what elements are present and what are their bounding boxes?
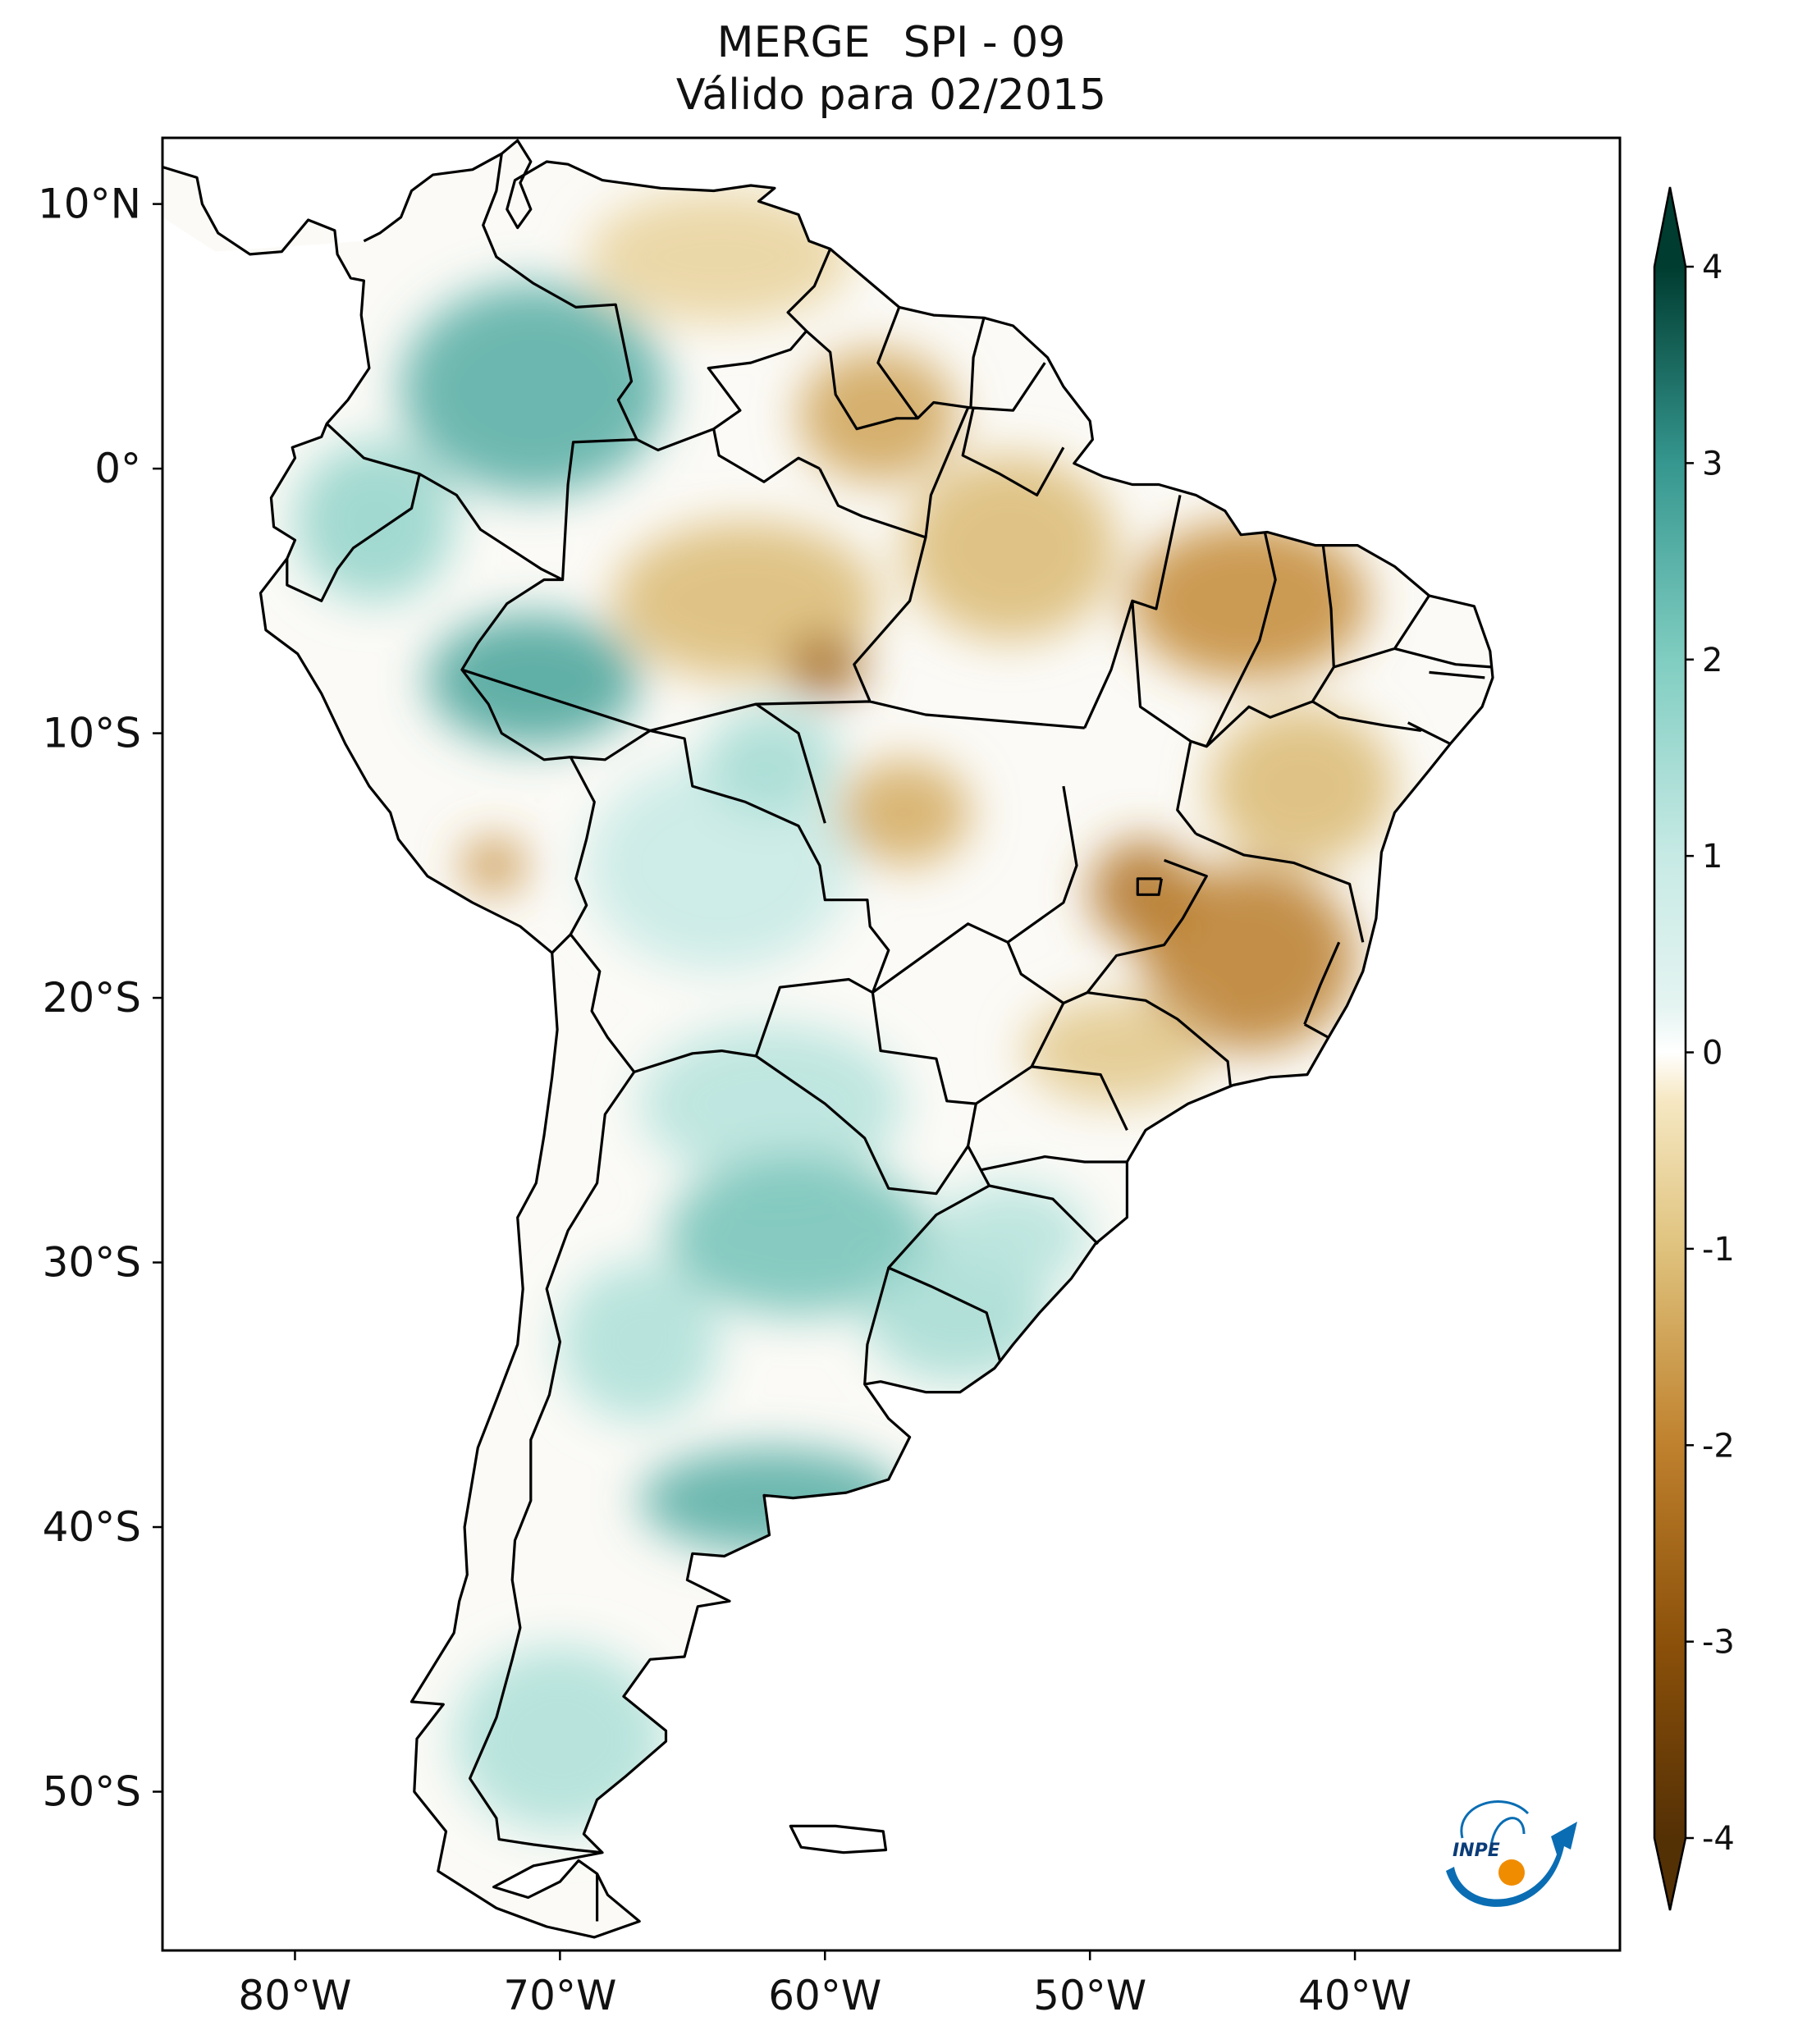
logo-inner-arc — [1489, 1817, 1526, 1847]
title-valid-date: Válido para 02/2015 — [675, 71, 1107, 120]
lat-tick-label: 10°S — [43, 710, 141, 757]
anomaly-mendoza-wet — [560, 1262, 720, 1422]
colorbar-tick-label: 2 — [1702, 642, 1723, 679]
anomaly-rondonia-wet — [705, 706, 839, 813]
anomaly-para-dry — [904, 455, 1117, 641]
anomaly-argentina-central-wet — [666, 1156, 931, 1316]
colorbar-tick-label: -2 — [1702, 1427, 1735, 1465]
title-line-1: MERGE SPI - 09 — [162, 16, 1620, 69]
falkland-islands-outline — [789, 1824, 888, 1854]
colorbar-tick-label: -3 — [1702, 1624, 1735, 1662]
spi-colorbar: 4 3 2 1 0 -1 -2 -3 -4 — [1653, 186, 1735, 1911]
lon-tick-label: 80°W — [238, 1972, 351, 2019]
anomaly-mato-grosso-dry — [838, 759, 971, 866]
lat-tick-label: 0° — [94, 445, 141, 492]
anomaly-peru-acre-wet — [427, 614, 640, 747]
title-product: MERGE — [716, 18, 871, 67]
logo-orbit-arc — [1460, 1800, 1530, 1839]
anomaly-minas-dry — [1142, 865, 1356, 1051]
logo-swoosh — [1446, 1822, 1577, 1907]
lon-tick-label: 50°W — [1033, 1972, 1146, 2019]
latitude-axis: 10°N 0° 10°S 20°S 30°S 40°S 50°S — [38, 181, 162, 1816]
lat-tick-label: 20°S — [43, 974, 141, 1022]
lat-tick-label: 40°S — [43, 1503, 141, 1551]
map-frame — [161, 136, 1622, 1952]
anomaly-amazonas-core-dry — [785, 635, 865, 699]
spi-anomaly-field — [295, 190, 1395, 1831]
lat-tick-label: 10°N — [38, 181, 141, 228]
longitude-axis: 80°W 70°W 60°W 50°W 40°W — [238, 1950, 1411, 2019]
lon-tick-label: 70°W — [503, 1972, 616, 2019]
colorbar-ticks: 4 3 2 1 0 -1 -2 -3 -4 — [1686, 249, 1735, 1858]
title-index: SPI - 09 — [903, 18, 1066, 67]
country-and-state-borders — [286, 153, 1494, 1922]
anomaly-roraima-dry — [798, 349, 958, 482]
colorbar-tick-label: -1 — [1702, 1231, 1735, 1269]
anomaly-blobs — [295, 190, 1395, 1831]
colorbar-extend-min — [1654, 1838, 1686, 1910]
anomaly-bahia-dry — [1209, 706, 1395, 866]
colorbar-tick-label: 0 — [1702, 1035, 1723, 1072]
anomaly-venezuela-dry — [586, 190, 852, 323]
anomaly-maranhao-piaui-dry — [1129, 521, 1369, 681]
borders-layer — [162, 139, 1494, 1939]
lon-tick-label: 40°W — [1298, 1972, 1411, 2019]
colorbar-tick-label: 1 — [1702, 838, 1723, 876]
logo-text: INPE — [1453, 1841, 1500, 1861]
lon-tick-label: 60°W — [768, 1972, 881, 2019]
lat-tick-label: 30°S — [43, 1239, 141, 1287]
continent-coastline — [162, 139, 1494, 1939]
colorbar-tick-label: 3 — [1702, 445, 1723, 482]
logo-sun-dot — [1498, 1859, 1525, 1886]
anomaly-rgs-wet — [931, 1182, 1091, 1289]
anomaly-peru-south-dry — [461, 839, 526, 893]
colorbar-gradient — [1654, 267, 1686, 1838]
inpe-logo: INPE — [1446, 1800, 1577, 1907]
colorbar-extend-max — [1654, 187, 1686, 267]
anomaly-chaco-wet — [639, 1024, 905, 1183]
colorbar-tick-label: -4 — [1702, 1820, 1735, 1858]
anomaly-ecuador-wet — [295, 441, 455, 601]
lat-tick-label: 50°S — [43, 1768, 141, 1816]
map-title: MERGE SPI - 09 Válido para 02/2015 — [162, 16, 1620, 121]
anomaly-saopaulo-dry — [1023, 998, 1210, 1104]
anomaly-bolivia-wet — [586, 759, 852, 972]
colorbar-tick-label: 4 — [1702, 249, 1723, 286]
